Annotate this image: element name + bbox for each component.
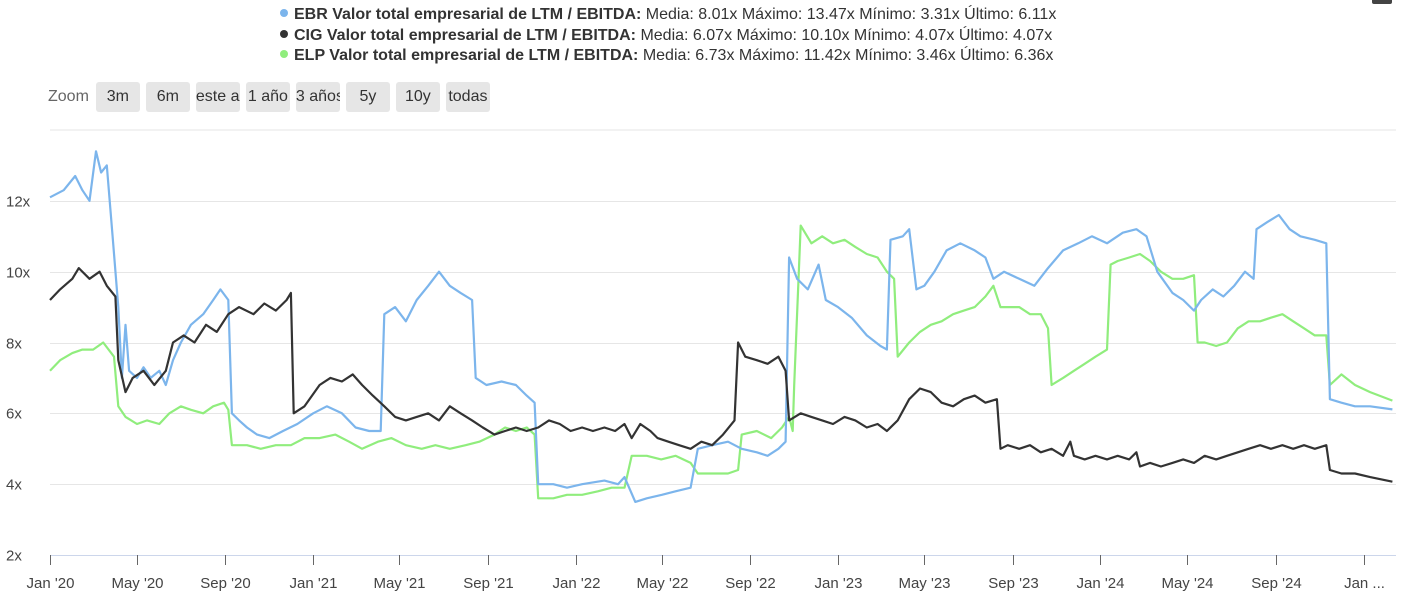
zoom-button-3y[interactable]: 3 años [295, 82, 340, 112]
zoom-button-10y[interactable]: 10y [395, 82, 440, 112]
x-tick-label: May '24 [1161, 575, 1213, 592]
x-tick-label: May '20 [111, 575, 163, 592]
y-tick-label: 8x [6, 336, 22, 353]
x-tick-label: Jan '23 [815, 575, 863, 592]
series-lines [49, 150, 1393, 503]
series-line-elp [49, 224, 1393, 500]
zoom-button-3m[interactable]: 3m [95, 82, 140, 112]
legend-marker-cig-icon [280, 29, 288, 38]
legend-series-name: CIG Valor total empresarial de LTM / EBI… [294, 26, 636, 44]
x-tick-label: Sep '20 [200, 575, 250, 592]
legend-series-stats: Media: 6.73x Máximo: 11.42x Mínimo: 3.46… [642, 47, 1054, 64]
y-tick-label: 2x [6, 548, 22, 565]
zoom-button-ytd[interactable]: este año [195, 82, 240, 112]
zoom-label: Zoom [48, 88, 89, 105]
chart-menu-button[interactable] [1372, 0, 1392, 4]
x-tick-label: Jan '22 [553, 575, 601, 592]
legend: EBR Valor total empresarial de LTM / EBI… [280, 5, 1056, 67]
x-tick-label: Sep '21 [463, 575, 513, 592]
axes: 2x 4x 6x 8x 10x 12x Jan '20 May '20 Sep '20 Jan '… [6, 194, 1396, 592]
legend-series-name: ELP Valor total empresarial de LTM / EBI… [294, 47, 639, 64]
y-tick-label: 10x [6, 265, 31, 282]
legend-item-ebr[interactable]: EBR Valor total empresarial de LTM / EBI… [280, 5, 1056, 26]
x-tick-label: Jan '21 [290, 575, 338, 592]
y-tick-label: 6x [6, 406, 22, 423]
x-tick-label: Jan ... [1344, 575, 1385, 592]
legend-item-cig[interactable]: CIG Valor total empresarial de LTM / EBI… [280, 26, 1056, 47]
x-tick-label: Sep '23 [988, 575, 1038, 592]
legend-marker-ebr-icon [280, 9, 288, 17]
y-tick-label: 12x [6, 194, 31, 211]
x-tick-label: May '22 [636, 575, 688, 592]
zoom-button-all[interactable]: todas [445, 82, 490, 112]
x-tick-label: Jan '20 [27, 575, 75, 592]
grid-lines [50, 129, 1396, 485]
zoom-bar: Zoom 3m 6m este año 1 año 3 años 5y 10y … [48, 82, 496, 112]
x-tick-label: Jan '24 [1077, 575, 1125, 592]
legend-series-stats: Media: 8.01x Máximo: 13.47x Mínimo: 3.31… [645, 6, 1057, 23]
legend-series-stats: Media: 6.07x Máximo: 10.10x Mínimo: 4.07… [640, 26, 1053, 44]
series-line-ebr [49, 150, 1393, 503]
x-tick-label: Sep '22 [725, 575, 775, 592]
y-tick-label: 4x [6, 477, 22, 494]
legend-marker-elp-icon [280, 50, 288, 58]
x-tick-label: Sep '24 [1251, 575, 1301, 592]
legend-series-name: EBR Valor total empresarial de LTM / EBI… [294, 6, 642, 23]
zoom-button-5y[interactable]: 5y [345, 82, 390, 112]
x-tick-label: May '23 [898, 575, 950, 592]
legend-item-elp[interactable]: ELP Valor total empresarial de LTM / EBI… [280, 46, 1056, 67]
series-line-cig [49, 267, 1393, 483]
x-tick-label: May '21 [373, 575, 425, 592]
zoom-button-1y[interactable]: 1 año [245, 82, 290, 112]
zoom-button-6m[interactable]: 6m [145, 82, 190, 112]
